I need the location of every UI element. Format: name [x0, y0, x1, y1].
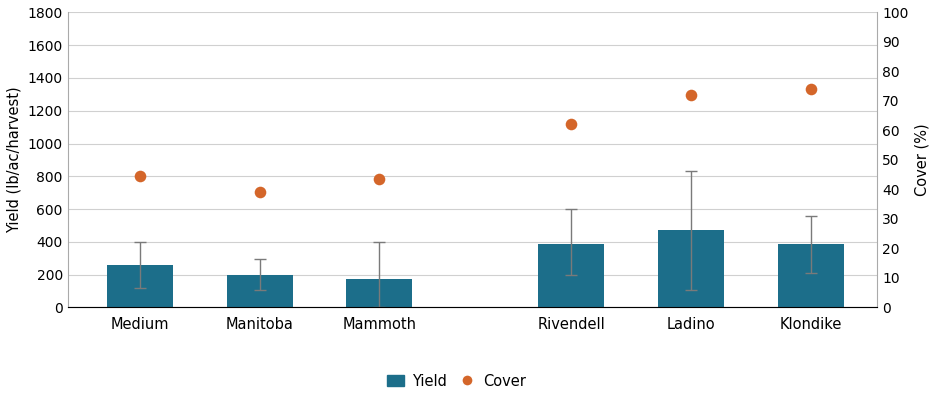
Point [372, 176, 387, 182]
Bar [538, 244, 605, 307]
Bar [779, 244, 844, 307]
Y-axis label: Yield (lb/ac/harvest): Yield (lb/ac/harvest) [7, 87, 22, 233]
Point [252, 189, 267, 195]
Point [132, 173, 147, 179]
Bar [107, 265, 172, 307]
Legend: Yield, Cover: Yield, Cover [381, 368, 532, 394]
Point [684, 92, 699, 98]
Bar [346, 279, 413, 307]
Y-axis label: Cover (%): Cover (%) [914, 124, 929, 196]
Bar [658, 230, 724, 307]
Bar [227, 275, 293, 307]
Point [804, 86, 819, 92]
Point [563, 121, 578, 128]
